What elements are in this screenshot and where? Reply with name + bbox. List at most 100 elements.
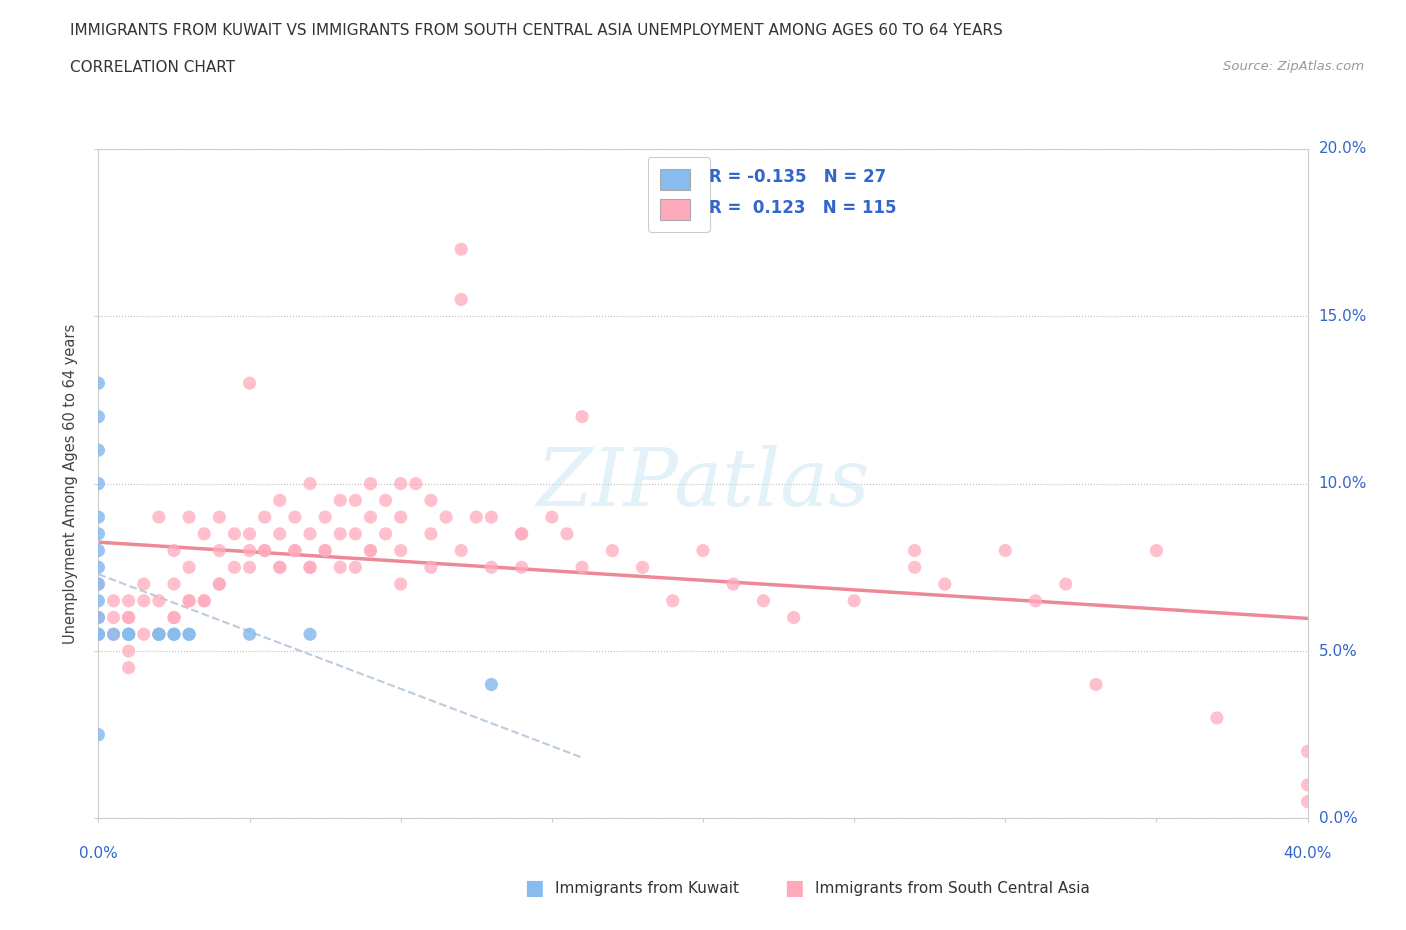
Point [269, 560, 291, 575]
Point [405, 476, 427, 491]
Point [177, 627, 201, 642]
Point [389, 476, 412, 491]
Point [87, 593, 110, 608]
Point [208, 577, 231, 591]
Point [299, 627, 322, 642]
Point [87, 560, 110, 575]
Point [434, 510, 457, 525]
Point [450, 292, 472, 307]
Text: 20.0%: 20.0% [1319, 141, 1367, 156]
Point [253, 543, 276, 558]
Point [148, 627, 170, 642]
Point [314, 510, 336, 525]
Point [118, 610, 141, 625]
Point [344, 493, 367, 508]
Point [419, 560, 441, 575]
Point [132, 627, 155, 642]
Point [103, 610, 125, 625]
Text: 15.0%: 15.0% [1319, 309, 1367, 324]
Point [934, 577, 956, 591]
Text: R = -0.135   N = 27: R = -0.135 N = 27 [710, 168, 887, 186]
Point [284, 510, 307, 525]
Point [118, 610, 141, 625]
Text: 5.0%: 5.0% [1319, 644, 1357, 658]
Point [103, 593, 125, 608]
Point [87, 443, 110, 458]
Point [163, 627, 186, 642]
Point [571, 409, 593, 424]
Point [1296, 744, 1319, 759]
Point [1054, 577, 1077, 591]
Point [148, 510, 170, 525]
Point [208, 510, 231, 525]
Point [177, 593, 201, 608]
Point [118, 593, 141, 608]
Point [692, 543, 714, 558]
Point [118, 627, 141, 642]
Point [1206, 711, 1229, 725]
Text: 0.0%: 0.0% [1319, 811, 1357, 826]
Point [555, 526, 578, 541]
Point [163, 627, 186, 642]
Point [269, 560, 291, 575]
Point [1144, 543, 1167, 558]
Point [87, 610, 110, 625]
Text: 40.0%: 40.0% [1284, 846, 1331, 861]
Point [1296, 794, 1319, 809]
Point [329, 493, 352, 508]
Point [344, 526, 367, 541]
Point [87, 376, 110, 391]
Point [118, 627, 141, 642]
Point [510, 526, 533, 541]
Point [510, 560, 533, 575]
Point [118, 644, 141, 658]
Point [360, 543, 382, 558]
Text: Source: ZipAtlas.com: Source: ZipAtlas.com [1223, 60, 1364, 73]
Point [239, 543, 262, 558]
Point [360, 476, 382, 491]
Point [299, 560, 322, 575]
Point [269, 493, 291, 508]
Text: R =  0.123   N = 115: R = 0.123 N = 115 [710, 199, 897, 217]
Point [177, 627, 201, 642]
Point [904, 543, 927, 558]
Point [344, 560, 367, 575]
Point [314, 543, 336, 558]
Point [904, 560, 927, 575]
Point [1024, 593, 1046, 608]
Point [193, 526, 215, 541]
Point [844, 593, 866, 608]
Point [284, 543, 307, 558]
Point [87, 627, 110, 642]
Text: Immigrants from South Central Asia: Immigrants from South Central Asia [815, 881, 1091, 896]
Point [510, 526, 533, 541]
Point [571, 560, 593, 575]
Point [163, 610, 186, 625]
Point [540, 510, 562, 525]
Text: CORRELATION CHART: CORRELATION CHART [70, 60, 235, 75]
Point [631, 560, 654, 575]
Point [239, 627, 262, 642]
Point [465, 510, 488, 525]
Point [481, 560, 503, 575]
Point [239, 560, 262, 575]
Point [239, 526, 262, 541]
Point [177, 510, 201, 525]
Point [419, 526, 441, 541]
Point [253, 510, 276, 525]
Text: ■: ■ [785, 878, 804, 898]
Point [87, 510, 110, 525]
Text: ZIPatlas: ZIPatlas [536, 445, 870, 523]
Point [994, 543, 1017, 558]
Point [299, 526, 322, 541]
Point [239, 376, 262, 391]
Point [360, 510, 382, 525]
Point [782, 610, 804, 625]
Point [269, 526, 291, 541]
Point [163, 543, 186, 558]
Legend: , : , [648, 157, 710, 232]
Point [87, 543, 110, 558]
Point [284, 543, 307, 558]
Point [87, 627, 110, 642]
Point [87, 627, 110, 642]
